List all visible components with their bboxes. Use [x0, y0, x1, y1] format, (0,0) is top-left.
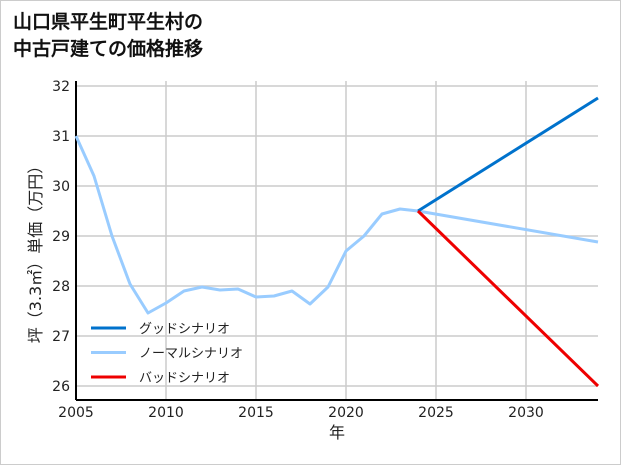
chart-title: 山口県平生町平生村の 中古戸建ての価格推移	[13, 9, 203, 63]
x-tick-label: 2005	[58, 405, 94, 421]
y-tick-label: 31	[52, 129, 70, 145]
y-axis-label: 坪（3.3㎡）単価（万円）	[26, 158, 45, 343]
x-tick-label: 2020	[328, 405, 364, 421]
x-axis-label: 年	[329, 423, 345, 442]
x-tick-label: 2030	[508, 405, 544, 421]
legend-label: ノーマルシナリオ	[139, 347, 243, 362]
series-line-1	[74, 135, 599, 315]
x-tick-label: 2015	[238, 405, 274, 421]
title-line-1: 山口県平生町平生村の	[13, 11, 204, 33]
series-line-0	[417, 96, 599, 213]
y-tick-label: 32	[52, 79, 70, 95]
series-line-2	[416, 209, 600, 388]
y-tick-label: 28	[52, 279, 70, 295]
y-tick-label: 27	[52, 329, 70, 345]
legend-label: バッドシナリオ	[139, 371, 230, 386]
y-tick-label: 29	[52, 229, 70, 245]
x-tick-label: 2010	[148, 405, 184, 421]
y-tick-label: 26	[52, 379, 70, 395]
y-tick-label: 30	[52, 179, 70, 195]
title-line-2: 中古戸建ての価格推移	[13, 38, 204, 60]
x-tick-label: 2025	[418, 405, 454, 421]
legend-label: グッドシナリオ	[139, 322, 230, 337]
